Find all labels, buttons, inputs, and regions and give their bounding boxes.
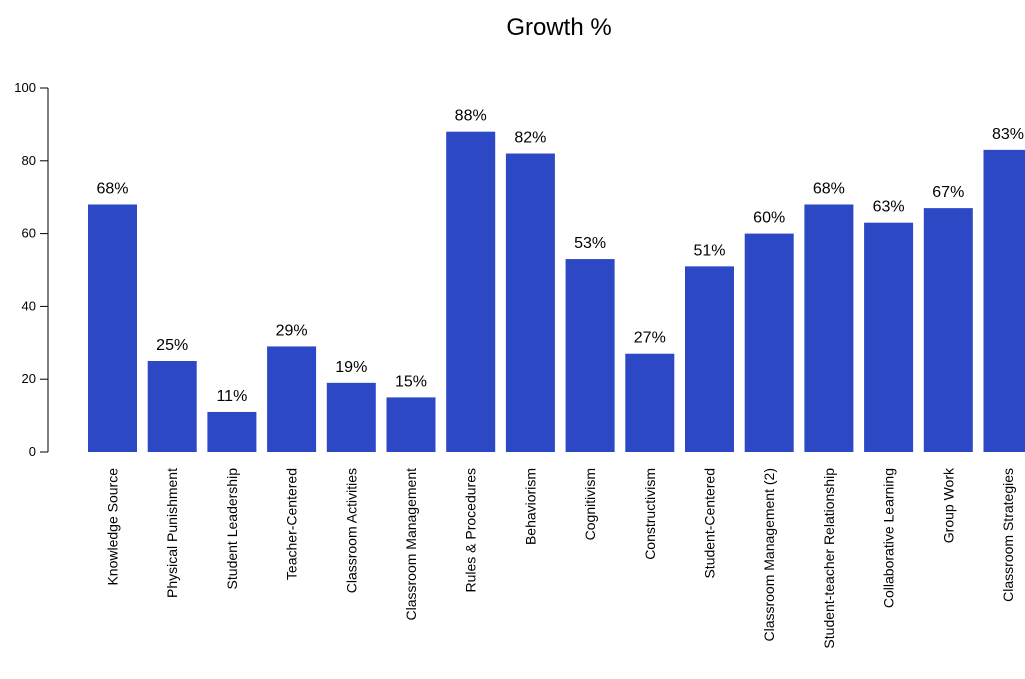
y-axis: 0 20 40 60 80 100 (14, 80, 48, 459)
data-label: 53% (574, 235, 606, 252)
bar (685, 266, 734, 452)
bar (505, 153, 555, 452)
data-label: 25% (156, 337, 188, 354)
category-label: Classroom Management (403, 468, 419, 621)
data-label: 68% (813, 180, 845, 197)
bar (326, 382, 376, 452)
data-label: 88% (455, 108, 487, 125)
category-label: Group Work (940, 467, 956, 543)
category-label: Student-teacher Relationship (821, 468, 837, 649)
bar (625, 353, 675, 452)
y-tick-label: 60 (22, 226, 36, 241)
data-label: 68% (96, 180, 128, 197)
category-label: Behaviorism (522, 468, 538, 545)
category-label: Constructivism (642, 468, 658, 560)
data-label: 27% (634, 330, 666, 347)
data-label: 83% (992, 126, 1024, 143)
bar (983, 149, 1025, 452)
data-labels-group: 68% 25% 11% 29% 19% 15% 88% 82% 53% 27% 51% 60% 68% 6… (96, 108, 1024, 405)
y-tick-label: 100 (14, 80, 36, 95)
data-label: 19% (335, 359, 367, 376)
category-label: Classroom Management (2) (761, 468, 777, 642)
data-label: 11% (216, 388, 247, 405)
bar (386, 397, 436, 452)
chart-title: Growth % (506, 14, 611, 41)
data-label: 63% (873, 199, 905, 216)
data-label: 67% (932, 184, 964, 201)
category-label: Teacher-Centered (284, 468, 300, 580)
bar (804, 204, 854, 452)
data-label: 60% (753, 210, 785, 227)
data-label: 15% (395, 373, 427, 390)
category-label: Collaborative Learning (881, 468, 897, 608)
bar (88, 204, 137, 452)
category-label: Physical Punishment (164, 468, 180, 598)
category-label: Classroom Activities (343, 468, 359, 593)
category-label: Student Leadership (224, 468, 240, 590)
bar (267, 346, 317, 452)
bar (565, 259, 615, 452)
bar (864, 222, 914, 452)
y-tick-label: 40 (22, 298, 36, 313)
bar (147, 361, 197, 452)
bar (923, 208, 973, 452)
category-labels-group: Knowledge Source Physical Punishment Stude… (105, 467, 1017, 649)
category-label: Knowledge Source (105, 468, 121, 586)
y-tick-label: 0 (29, 444, 36, 459)
bar (744, 233, 794, 452)
bar (446, 131, 496, 452)
category-label: Rules & Procedures (463, 468, 479, 593)
y-tick-label: 20 (22, 371, 36, 386)
data-label: 29% (276, 322, 308, 339)
category-label: Student-Centered (702, 468, 718, 579)
category-label: Cognitivism (582, 468, 598, 540)
data-label: 51% (693, 242, 725, 259)
data-label: 82% (514, 130, 546, 147)
bars-group (88, 131, 1025, 452)
y-tick-label: 80 (22, 153, 36, 168)
bar (207, 411, 257, 452)
category-label: Classroom Strategies (1000, 468, 1016, 602)
